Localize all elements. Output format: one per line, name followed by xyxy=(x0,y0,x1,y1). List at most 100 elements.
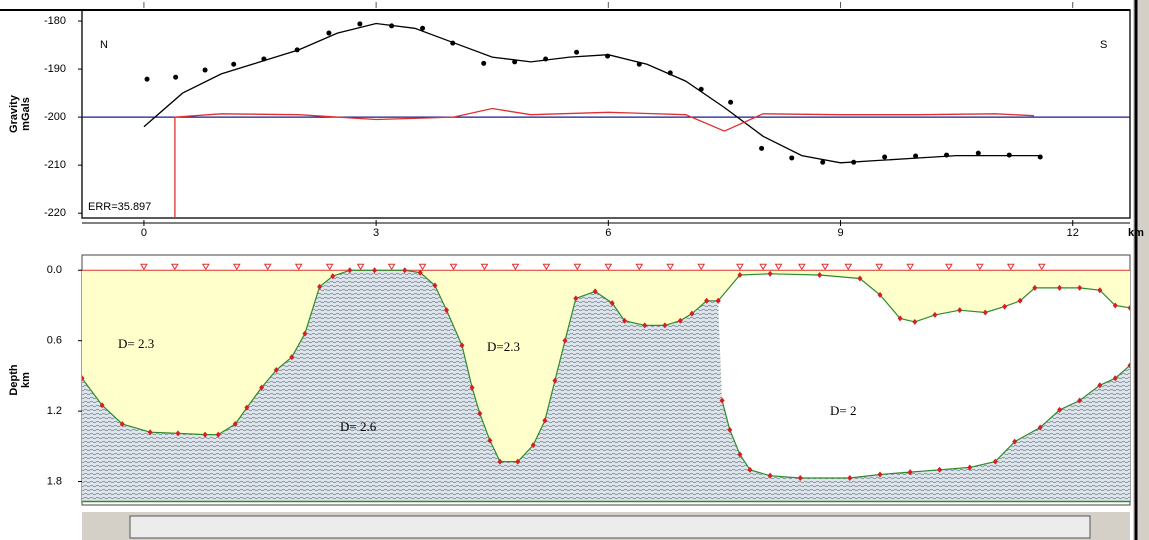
station xyxy=(875,263,884,271)
vertex xyxy=(747,466,753,473)
vertex xyxy=(444,307,450,314)
y-tick-label: 1.2 xyxy=(47,405,62,417)
vertex xyxy=(727,426,733,433)
station xyxy=(356,263,365,271)
vertex xyxy=(147,429,153,436)
station xyxy=(511,263,520,271)
station xyxy=(201,263,210,271)
density-label: D= 2 xyxy=(830,403,856,418)
station xyxy=(1006,263,1015,271)
y-tick-label: 0.0 xyxy=(47,264,62,276)
vertex xyxy=(1037,424,1043,431)
vertex xyxy=(662,322,668,329)
y-tick-label: -190 xyxy=(44,63,66,75)
observed-point xyxy=(820,159,826,165)
x-tick-label: 9 xyxy=(837,227,843,239)
station xyxy=(449,263,458,271)
body-fill xyxy=(718,273,1130,478)
x-axis-unit: km xyxy=(1128,227,1144,239)
observed-point xyxy=(975,150,981,156)
vertex xyxy=(912,318,918,325)
station xyxy=(844,263,853,271)
vertex xyxy=(573,295,579,302)
vertex xyxy=(487,437,493,444)
station xyxy=(944,263,953,271)
station xyxy=(140,263,148,271)
y-tick-label: 1.8 xyxy=(47,475,62,487)
vertex xyxy=(1002,303,1008,310)
station xyxy=(294,263,303,271)
vertex xyxy=(273,367,279,374)
observed-point xyxy=(231,61,237,67)
vertex xyxy=(719,397,725,404)
vertex xyxy=(767,270,773,277)
station xyxy=(170,263,179,271)
vertex xyxy=(469,384,475,391)
vertex xyxy=(432,282,438,289)
vertex xyxy=(1112,302,1118,309)
observed-point xyxy=(144,76,150,82)
vertex xyxy=(372,267,378,274)
observed-point xyxy=(789,155,795,161)
y-axis-title: Gravity xyxy=(8,94,20,133)
vertex xyxy=(402,267,408,274)
vertex xyxy=(477,410,483,417)
vertex xyxy=(530,442,536,449)
station xyxy=(1037,263,1046,271)
vertex xyxy=(957,307,963,314)
station xyxy=(975,263,984,271)
station xyxy=(906,263,915,271)
vertex xyxy=(967,464,973,471)
vertex xyxy=(175,430,181,437)
vertex xyxy=(244,404,250,411)
vertex xyxy=(330,273,336,280)
vertex xyxy=(847,475,853,482)
observed-point xyxy=(202,67,208,73)
vertex xyxy=(552,377,558,384)
vertex xyxy=(1012,438,1018,445)
vertex xyxy=(737,271,743,278)
station xyxy=(774,263,783,271)
vertex xyxy=(932,311,938,318)
vertex xyxy=(642,322,648,329)
vertex xyxy=(622,317,628,324)
y-tick-label: 0.6 xyxy=(47,335,62,347)
plot-area xyxy=(82,21,1130,218)
scroll-thumb[interactable] xyxy=(129,515,1091,539)
y-axis-title: mGals xyxy=(20,97,32,131)
vertex xyxy=(737,451,743,458)
vertex xyxy=(1057,284,1063,291)
vertex xyxy=(704,297,710,304)
x-tick-label: 6 xyxy=(605,227,611,239)
vertex xyxy=(347,267,353,274)
vertex xyxy=(215,431,221,438)
vertex xyxy=(1077,397,1083,404)
vertex xyxy=(82,375,85,382)
annotation: ERR=35.897 xyxy=(88,201,151,213)
station xyxy=(263,263,272,271)
vertex xyxy=(317,283,323,290)
station xyxy=(821,263,829,271)
vertex xyxy=(1057,406,1063,413)
vertex xyxy=(992,458,998,465)
vertex xyxy=(1097,382,1103,389)
basement-fill xyxy=(82,270,1130,502)
vertex xyxy=(1097,287,1103,294)
vertex xyxy=(232,421,238,428)
station xyxy=(480,263,489,271)
station xyxy=(232,263,241,271)
vertex xyxy=(797,475,803,482)
observed-point xyxy=(574,49,580,55)
station xyxy=(635,263,644,271)
observed-point xyxy=(357,21,363,27)
x-tick-label: 12 xyxy=(1067,227,1079,239)
y-tick-label: -220 xyxy=(44,207,66,219)
annotation: N xyxy=(100,39,108,51)
observed-point xyxy=(913,153,919,159)
vertex xyxy=(982,309,988,316)
vertex xyxy=(857,275,863,282)
y-axis-title: km xyxy=(20,372,32,388)
vertex xyxy=(1127,304,1130,311)
